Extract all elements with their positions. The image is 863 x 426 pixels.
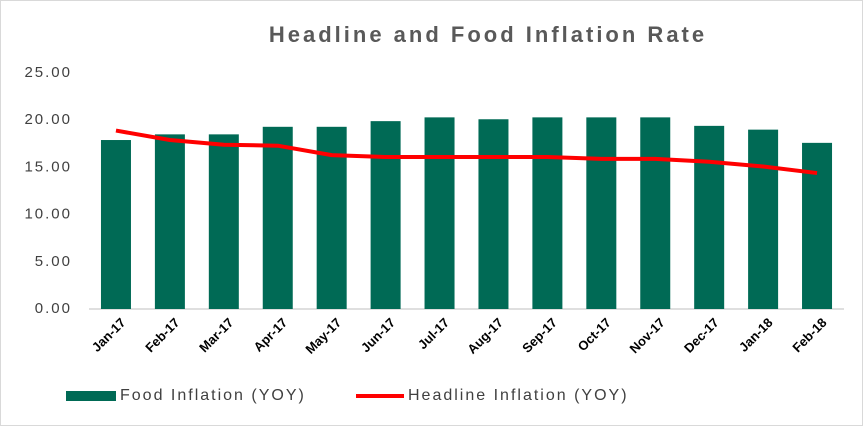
chart-title: Headline and Food Inflation Rate (269, 22, 707, 47)
y-tick-label: 20.00 (24, 111, 72, 128)
bar (100, 140, 131, 309)
bar (154, 134, 185, 309)
bar (532, 117, 563, 309)
bar (424, 117, 455, 309)
legend-swatch (66, 391, 116, 401)
bar (208, 134, 239, 309)
y-tick-label: 15.00 (24, 158, 72, 175)
bar (748, 129, 779, 309)
bar (262, 126, 293, 309)
legend-label: Headline Inflation (YOY) (408, 387, 629, 404)
bar (478, 119, 509, 309)
bar (640, 117, 671, 309)
y-tick-label: 10.00 (24, 206, 72, 223)
bar (694, 125, 725, 309)
y-tick-label: 0.00 (35, 300, 72, 317)
y-tick-label: 25.00 (24, 64, 72, 81)
bar (370, 121, 401, 309)
bar (586, 117, 617, 309)
line (115, 128, 818, 176)
y-tick-label: 5.00 (35, 253, 72, 270)
bar (802, 142, 833, 309)
legend-label: Food Inflation (YOY) (120, 387, 306, 404)
